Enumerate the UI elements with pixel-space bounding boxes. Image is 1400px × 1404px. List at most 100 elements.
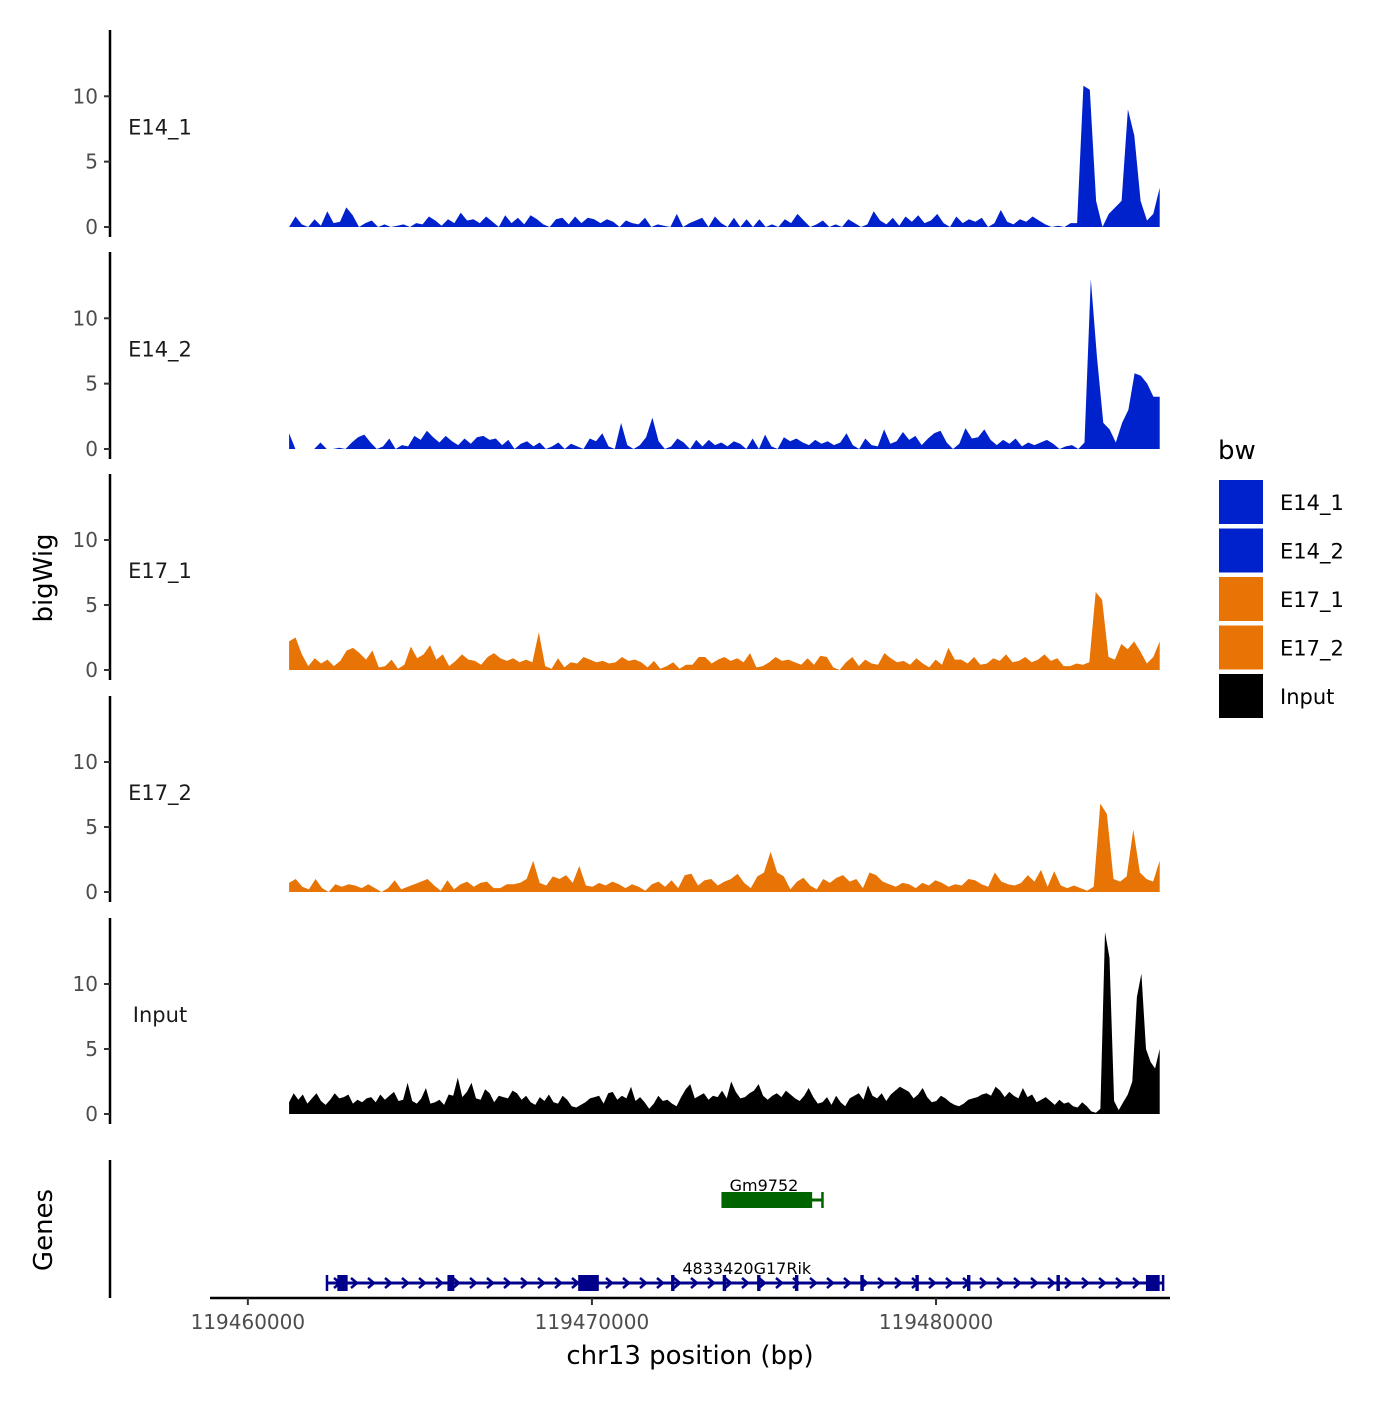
track-label: E17_1 [128,559,192,584]
legend-swatch [1219,528,1263,573]
signal-area [289,803,1160,892]
y-tick-label: 0 [85,215,98,239]
strand-arrow [418,1277,427,1289]
strand-arrow [1013,1277,1022,1289]
legend-title: bw [1218,436,1256,466]
strand-arrow [724,1277,733,1289]
strand-arrow [996,1277,1005,1289]
legend-label: Input [1280,685,1334,709]
track-E14_2: 0 5 10 E14_2 [73,252,1160,461]
strand-arrow [350,1277,359,1289]
y-tick-label: 0 [85,1102,98,1126]
track-label: E14_1 [128,116,192,141]
strand-arrow [1098,1277,1107,1289]
exon [757,1275,761,1291]
strand-arrow [1132,1277,1141,1289]
exon [578,1275,599,1291]
y-tick-label: 10 [73,306,98,330]
legend-label: E17_1 [1280,588,1344,613]
exon [447,1275,455,1291]
legend-swatch [1219,625,1263,670]
strand-arrow [894,1277,903,1289]
strand-arrow [486,1277,495,1289]
strand-arrow [979,1277,988,1289]
y-tick-label: 5 [85,150,98,174]
strand-arrow [656,1277,665,1289]
track-E14_1: 0 5 10 E14_1 [73,30,1160,239]
strand-arrow [622,1277,631,1289]
y-tick-label: 10 [73,750,98,774]
exon [722,1192,813,1208]
strand-arrow [1081,1277,1090,1289]
exon [337,1275,348,1291]
y-tick-label: 5 [85,593,98,617]
track-label: E17_2 [128,781,192,806]
strand-arrow [945,1277,954,1289]
legend-label: E14_2 [1280,540,1344,565]
track-E17_2: 0 5 10 E17_2 [73,696,1160,904]
exon [915,1275,919,1291]
strand-arrow [877,1277,886,1289]
track-Input: 0 5 10 Input [73,918,1160,1126]
strand-arrow [1064,1277,1073,1289]
y-tick-label: 10 [73,84,98,108]
genes-layer: Gm9752 4833420G17Rik [108,1160,1165,1298]
y-tick-label: 5 [85,1037,98,1061]
strand-arrow [520,1277,529,1289]
y-tick-label: 10 [73,528,98,552]
strand-arrow [452,1277,461,1289]
track-label: Input [133,1003,187,1027]
strand-arrow [401,1277,410,1289]
x-axis: 119460000 119470000 119480000 [191,1296,1170,1334]
legend-swatch [1219,577,1263,621]
strand-arrow [1030,1277,1039,1289]
strand-arrow [537,1277,546,1289]
strand-arrow [690,1277,699,1289]
gene-Gm9752: Gm9752 [721,1176,824,1208]
strand-arrow [384,1277,393,1289]
exon [1056,1275,1060,1291]
strand-arrow [639,1277,648,1289]
y-tick-label: 0 [85,658,98,682]
strand-arrow [673,1277,682,1289]
y-tick-label: 0 [85,880,98,904]
x-axis-title: chr13 position (bp) [566,1341,813,1371]
exon [671,1275,675,1291]
signal-area [289,592,1160,670]
y-tick-label: 5 [85,815,98,839]
exon [794,1275,799,1291]
y-tick-label: 10 [73,972,98,996]
exon [722,1275,727,1291]
gene-label: Gm9752 [730,1176,799,1195]
strand-arrow [741,1277,750,1289]
strand-arrow [503,1277,512,1289]
track-label: E14_2 [128,338,192,363]
legend-label: E14_1 [1280,491,1344,516]
signal-area [289,932,1160,1114]
x-tick-label: 119460000 [191,1310,306,1334]
legend-label: E17_2 [1280,637,1344,662]
exon [966,1275,971,1291]
strand-arrow [809,1277,818,1289]
x-tick-label: 119470000 [535,1310,650,1334]
strand-arrow [928,1277,937,1289]
gene-4833420G17Rik: 4833420G17Rik [325,1259,1165,1291]
strand-arrow [775,1277,784,1289]
genes-axis-title: Genes [29,1189,59,1271]
legend: bw E14_1 E14_2 E17_1 E17_2 Input [1218,436,1344,718]
track-E17_1: 0 5 10 E17_1 [73,474,1160,682]
strand-arrow [367,1277,376,1289]
strand-arrow [707,1277,716,1289]
legend-swatch [1219,674,1263,718]
legend-swatch [1219,480,1263,524]
gene-label: 4833420G17Rik [682,1259,812,1278]
strand-arrow [435,1277,444,1289]
y-tick-label: 5 [85,372,98,396]
strand-arrow [605,1277,614,1289]
exon [1145,1275,1160,1291]
strand-arrow [843,1277,852,1289]
tracks-layer: 0 5 10 E14_1 0 5 10 E14_2 0 5 10 E17_1 0 5 10 E17_2 0 5 10… [73,30,1160,1126]
signal-area [289,85,1160,227]
